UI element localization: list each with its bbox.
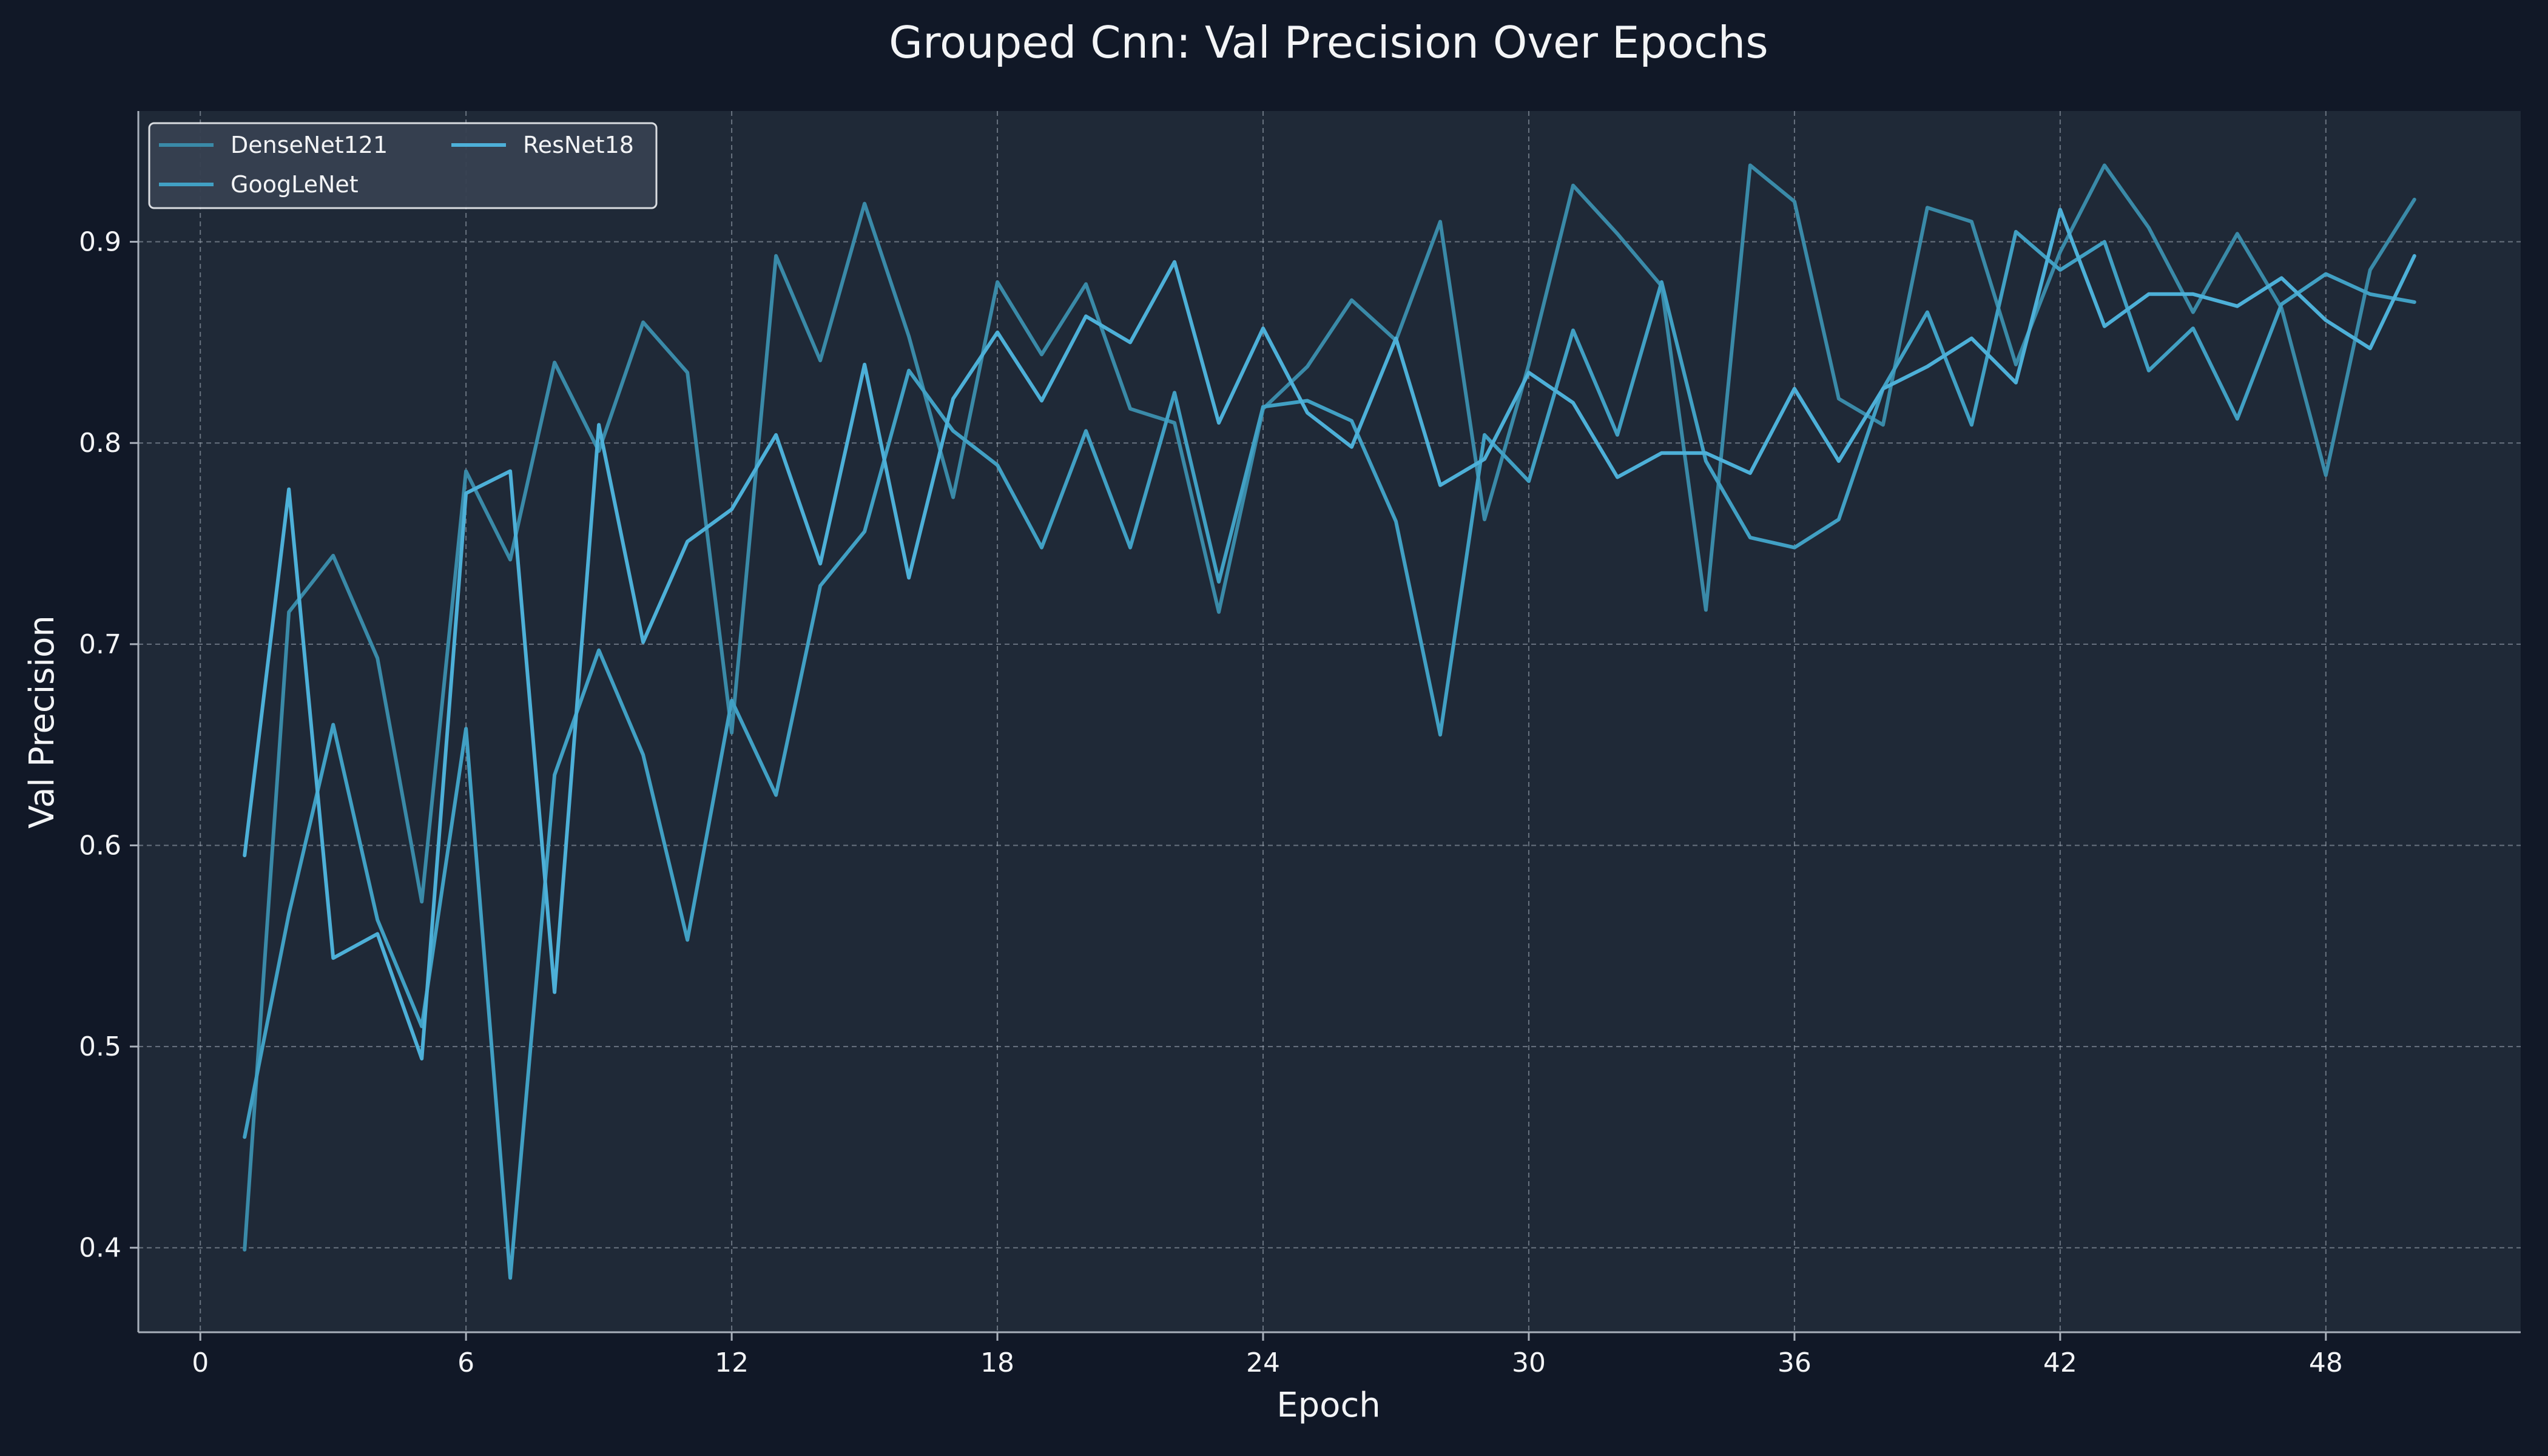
series-lines (243, 163, 2416, 1280)
legend-label: GoogLeNet (231, 171, 359, 198)
x-tick-label: 0 (192, 1347, 209, 1378)
chart-title: Grouped Cnn: Val Precision Over Epochs (889, 17, 1768, 68)
x-tick-label: 6 (457, 1347, 474, 1378)
x-tick-label: 18 (980, 1347, 1014, 1378)
y-tick-label: 0.4 (79, 1233, 121, 1264)
y-tick-label: 0.9 (79, 227, 121, 258)
legend-label: DenseNet121 (231, 132, 388, 158)
y-tick-label: 0.8 (79, 428, 121, 459)
x-tick-label: 42 (2043, 1347, 2077, 1378)
x-axis-label: Epoch (1276, 1386, 1380, 1425)
x-tick-label: 30 (1512, 1347, 1546, 1378)
y-axis-label: Val Precision (22, 615, 62, 829)
legend-label: ResNet18 (523, 132, 634, 158)
x-tick-label: 48 (2309, 1347, 2343, 1378)
series-line-densenet121 (243, 163, 2416, 1252)
y-tick-label: 0.6 (79, 830, 121, 861)
series-line-resnet18 (243, 207, 2416, 1060)
axes (137, 111, 2521, 1333)
x-tick-label: 12 (715, 1347, 749, 1378)
y-tick-label: 0.5 (79, 1031, 121, 1062)
legend-box (148, 122, 658, 209)
series-line-googlenet (243, 230, 2416, 1280)
x-tick-label: 36 (1778, 1347, 1812, 1378)
tick-labels: 0 6 12 18 24 30 36 42 48 0.4 0.5 0.6 0.7 0.8 0.9 (79, 227, 2343, 1378)
x-tick-label: 24 (1246, 1347, 1280, 1378)
legend: DenseNet121 GoogLeNet ResNet18 (148, 122, 658, 209)
grid (138, 111, 2521, 1332)
y-tick-label: 0.7 (79, 629, 121, 660)
